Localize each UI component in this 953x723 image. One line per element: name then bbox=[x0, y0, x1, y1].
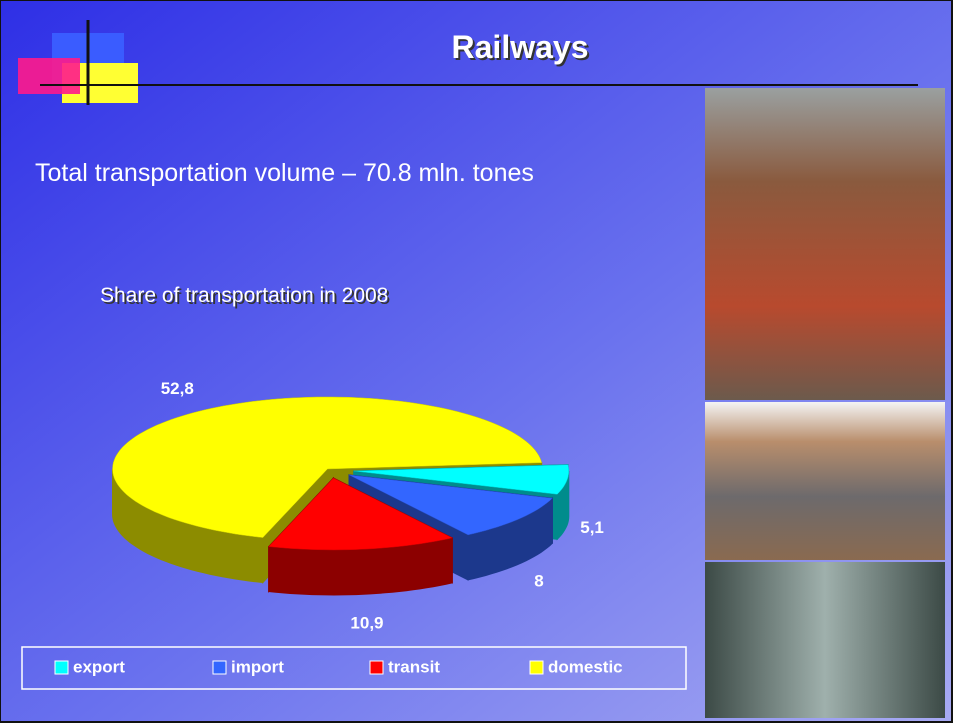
slide: Railways Railways Total transportation v… bbox=[0, 0, 953, 723]
legend-swatch bbox=[370, 661, 383, 674]
data-label: 5,1 bbox=[580, 518, 604, 537]
data-label: 8 bbox=[534, 572, 543, 591]
data-label: 52,8 bbox=[161, 379, 194, 398]
legend-label: domestic bbox=[548, 657, 623, 676]
data-label: 10,9 bbox=[350, 613, 383, 632]
legend-swatch bbox=[55, 661, 68, 674]
photos bbox=[705, 88, 945, 718]
legend-label: export bbox=[73, 657, 125, 676]
legend-label: import bbox=[231, 657, 284, 676]
slide-text: Total transportation volume – 70.8 mln. … bbox=[35, 159, 534, 187]
chart-title: Share of transportation in 2008 bbox=[100, 284, 388, 307]
slide-title: Railways bbox=[452, 29, 589, 65]
legend-label: transit bbox=[388, 657, 440, 676]
legend-swatch bbox=[530, 661, 543, 674]
legend-swatch bbox=[213, 661, 226, 674]
